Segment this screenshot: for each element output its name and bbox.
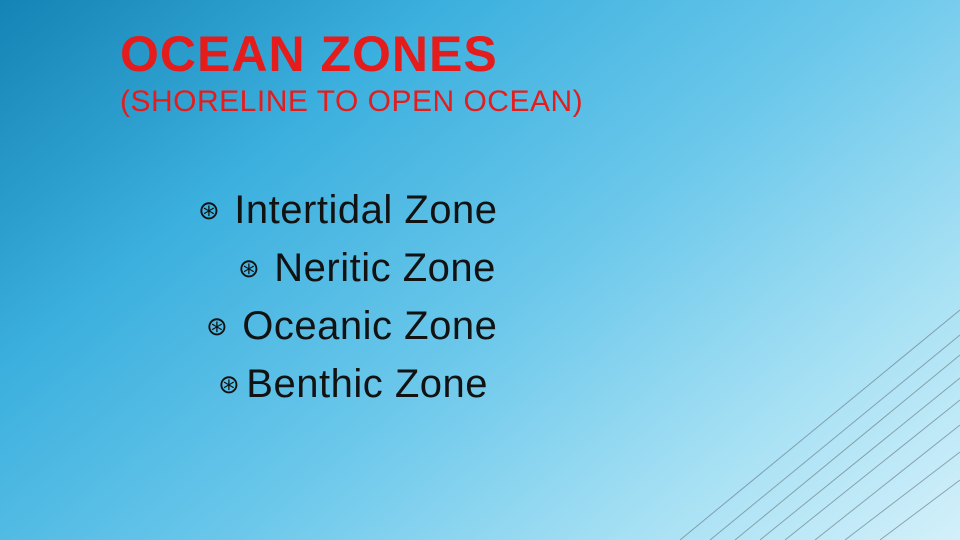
list-item-label: Neritic Zone: [274, 239, 496, 297]
list-item: ⊛ Neritic Zone: [190, 239, 960, 297]
bullet-icon: ⊛: [206, 308, 228, 346]
bullet-list: ⊛ Intertidal Zone ⊛ Neritic Zone ⊛ Ocean…: [190, 181, 960, 413]
list-item-label: Benthic Zone: [246, 355, 488, 413]
list-item-label: Oceanic Zone: [242, 297, 497, 355]
bullet-icon: ⊛: [198, 192, 220, 230]
slide: OCEAN ZONES (SHORELINE TO OPEN OCEAN) ⊛ …: [0, 0, 960, 540]
list-item-label: Intertidal Zone: [234, 181, 497, 239]
bullet-icon: ⊛: [238, 250, 260, 288]
list-item: ⊛ Benthic Zone: [190, 355, 960, 413]
slide-subtitle: (SHORELINE TO OPEN OCEAN): [120, 85, 960, 119]
list-item: ⊛ Oceanic Zone: [190, 297, 960, 355]
list-item: ⊛ Intertidal Zone: [190, 181, 960, 239]
slide-title: OCEAN ZONES: [120, 28, 960, 81]
bullet-icon: ⊛: [218, 366, 240, 404]
